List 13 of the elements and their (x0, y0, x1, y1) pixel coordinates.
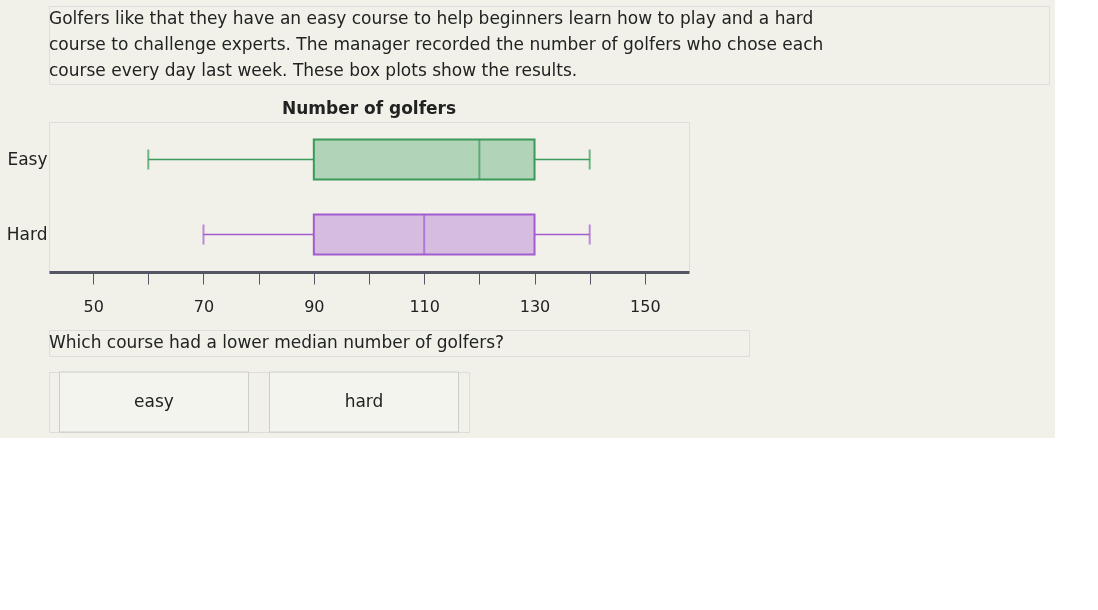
x-tick-label: 90 (304, 296, 325, 316)
x-tick-label: 50 (83, 296, 104, 316)
x-tick-label: 150 (630, 296, 661, 316)
text: hard (344, 391, 384, 411)
x-tick-label: 130 (519, 296, 551, 316)
chart-title: Number of golfers (281, 98, 457, 118)
y-tick-label: Hard (6, 223, 48, 244)
text: Which course had a lower median number of golfers? (49, 332, 505, 352)
text: Golfers like that they have an easy course to help beginners learn how to play and a hard course to challenge experts. The manager recorded the number of golfers who chose each course every day last week. These box plots show the results. (49, 8, 824, 80)
text: easy (134, 391, 174, 411)
x-tick-label: 110 (409, 296, 440, 316)
y-tick-label: Easy (7, 148, 48, 169)
x-tick-label: 70 (193, 296, 215, 316)
